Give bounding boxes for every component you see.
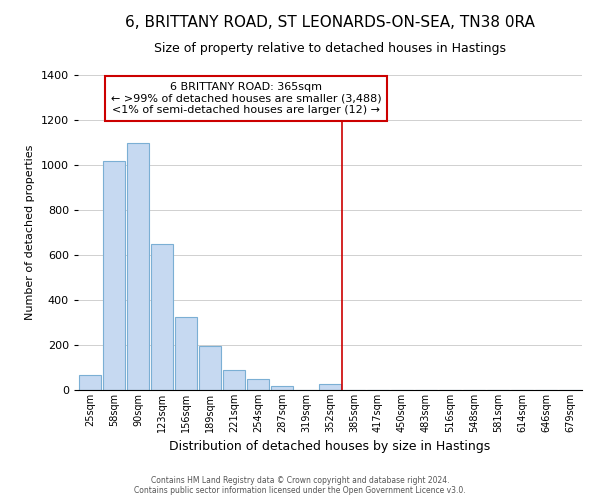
Bar bbox=[247, 379, 269, 390]
Bar bbox=[151, 244, 173, 390]
Bar bbox=[175, 317, 197, 390]
Bar bbox=[127, 142, 149, 390]
Text: Size of property relative to detached houses in Hastings: Size of property relative to detached ho… bbox=[154, 42, 506, 55]
X-axis label: Distribution of detached houses by size in Hastings: Distribution of detached houses by size … bbox=[169, 440, 491, 454]
Bar bbox=[79, 376, 101, 390]
Y-axis label: Number of detached properties: Number of detached properties bbox=[25, 145, 35, 320]
Text: Contains HM Land Registry data © Crown copyright and database right 2024.
Contai: Contains HM Land Registry data © Crown c… bbox=[134, 476, 466, 495]
Bar bbox=[319, 384, 341, 390]
Bar bbox=[199, 346, 221, 390]
Text: 6 BRITTANY ROAD: 365sqm
← >99% of detached houses are smaller (3,488)
<1% of sem: 6 BRITTANY ROAD: 365sqm ← >99% of detach… bbox=[110, 82, 382, 115]
Bar bbox=[271, 386, 293, 390]
Bar bbox=[103, 160, 125, 390]
Bar bbox=[223, 370, 245, 390]
Text: 6, BRITTANY ROAD, ST LEONARDS-ON-SEA, TN38 0RA: 6, BRITTANY ROAD, ST LEONARDS-ON-SEA, TN… bbox=[125, 15, 535, 30]
